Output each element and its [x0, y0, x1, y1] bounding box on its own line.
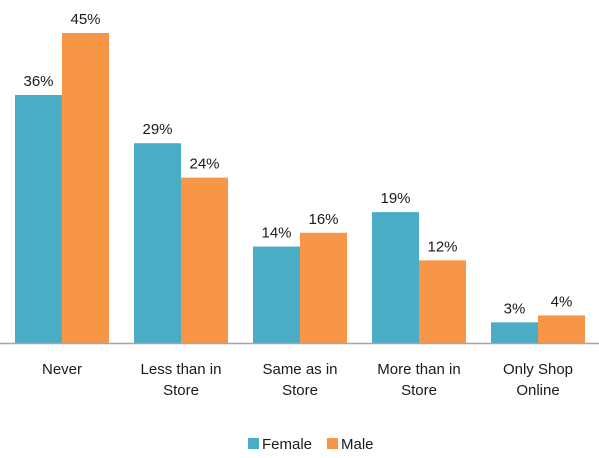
bar-labels-group: 36% 45% 29% 24% 14% 16% 19% 12% 3% 4% [23, 11, 572, 317]
category-label-line: Never [42, 361, 82, 378]
data-label-female-4: 3% [504, 300, 526, 317]
data-label-female-3: 19% [380, 190, 410, 207]
legend-swatch-male [327, 438, 338, 449]
category-label-line: Store [401, 382, 437, 399]
legend-label-male: Male [341, 436, 374, 453]
bar-female-4 [491, 322, 538, 343]
category-label-line: Same as in [262, 361, 337, 378]
bar-female-0 [15, 95, 62, 343]
category-label-line: More than in [377, 361, 460, 378]
bar-female-1 [134, 143, 181, 343]
data-label-male-0: 45% [70, 11, 100, 28]
bars-group [15, 33, 585, 343]
bar-female-2 [253, 246, 300, 343]
bar-male-4 [538, 315, 585, 343]
bar-male-0 [62, 33, 109, 343]
category-label-line: Only Shop [503, 361, 573, 378]
category-label-0: Never [42, 361, 82, 378]
category-label-3: More than in Store [377, 361, 460, 399]
data-label-male-2: 16% [308, 211, 338, 228]
category-label-line: Online [516, 382, 559, 399]
legend: Female Male [248, 436, 374, 453]
data-label-male-4: 4% [551, 293, 573, 310]
category-label-4: Only Shop Online [503, 361, 573, 399]
bar-male-1 [181, 177, 228, 343]
legend-label-female: Female [262, 436, 312, 453]
category-label-line: Store [163, 382, 199, 399]
data-label-male-1: 24% [189, 156, 219, 173]
bar-male-2 [300, 232, 347, 343]
bar-male-3 [419, 260, 466, 343]
category-label-2: Same as in Store [262, 361, 337, 399]
data-label-female-2: 14% [261, 225, 291, 242]
category-label-1: Less than in Store [141, 361, 222, 399]
data-label-male-3: 12% [427, 238, 457, 255]
bar-female-3 [372, 212, 419, 343]
category-label-line: Less than in [141, 361, 222, 378]
data-label-female-1: 29% [142, 121, 172, 138]
data-label-female-0: 36% [23, 73, 53, 90]
legend-swatch-female [248, 438, 259, 449]
category-label-line: Store [282, 382, 318, 399]
